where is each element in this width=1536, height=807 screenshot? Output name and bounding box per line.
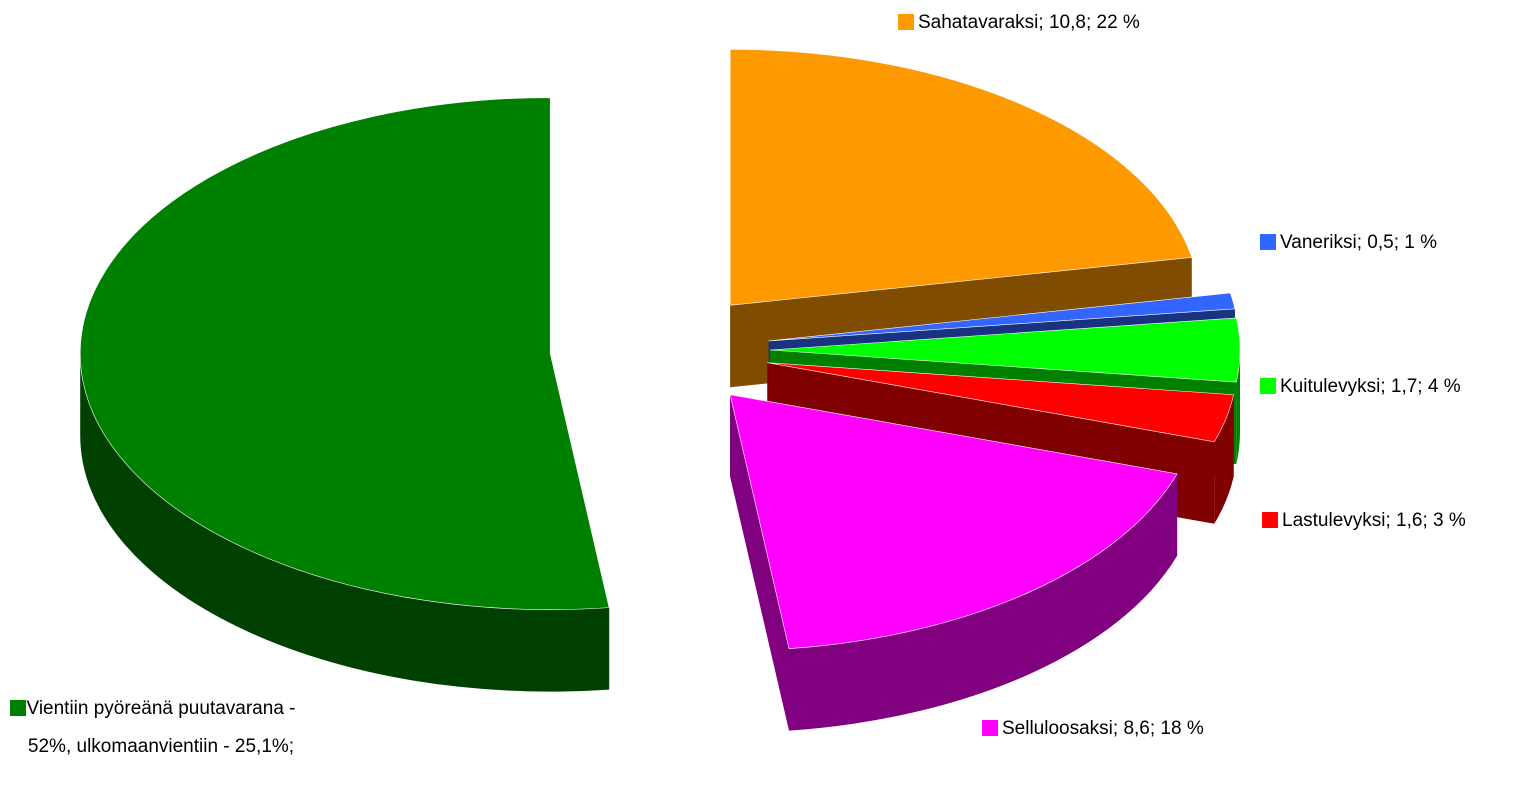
slice-rim	[1214, 394, 1234, 524]
pie-slice	[767, 362, 1235, 443]
data-label: Vaneriksi; 0,5; 1 %	[1260, 232, 1437, 254]
label-text: Kuitulevyksi; 1,7; 4 %	[1280, 376, 1461, 397]
legend-swatch	[10, 700, 26, 716]
slice-rim	[80, 353, 610, 692]
pie-slice	[768, 292, 1236, 342]
pie-slice	[79, 97, 610, 610]
legend-swatch	[982, 720, 998, 736]
slice-side	[730, 394, 790, 731]
data-label: Sahatavaraksi; 10,8; 22 %	[898, 12, 1140, 34]
pie-slice	[729, 394, 1178, 649]
data-label: Lastulevyksi; 1,6; 3 %	[1262, 510, 1466, 532]
pie-slice	[769, 317, 1241, 383]
legend-swatch	[898, 14, 914, 30]
label-text: Lastulevyksi; 1,6; 3 %	[1282, 510, 1466, 531]
label-text: Vaneriksi; 0,5; 1 %	[1280, 232, 1438, 253]
pie-slice	[729, 49, 1193, 306]
label-text: Vientiin pyöreänä puutavarana - 52%, ulk…	[26, 698, 296, 757]
legend-swatch	[1260, 378, 1276, 394]
data-label: Vientiin pyöreänä puutavarana - 52%, ulk…	[10, 690, 296, 766]
label-text: Selluloosaksi; 8,6; 18 %	[1002, 718, 1204, 739]
legend-swatch	[1260, 234, 1276, 250]
legend-swatch	[1262, 512, 1278, 528]
data-label: Selluloosaksi; 8,6; 18 %	[982, 718, 1204, 740]
slice-rim	[789, 473, 1178, 731]
label-text: Sahatavaraksi; 10,8; 22 %	[918, 12, 1140, 33]
data-label: Kuitulevyksi; 1,7; 4 %	[1260, 376, 1461, 398]
